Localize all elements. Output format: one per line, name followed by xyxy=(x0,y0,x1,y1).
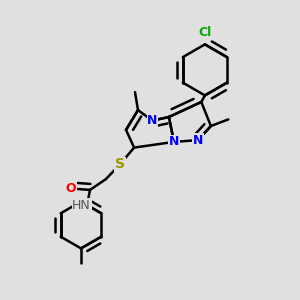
Text: Cl: Cl xyxy=(198,26,212,39)
Text: HN: HN xyxy=(72,199,91,212)
Text: N: N xyxy=(193,134,203,147)
Text: N: N xyxy=(169,135,179,148)
Text: N: N xyxy=(147,114,158,127)
Text: S: S xyxy=(115,158,125,171)
Text: O: O xyxy=(65,182,76,196)
